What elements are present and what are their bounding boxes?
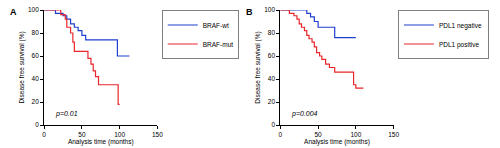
svg-text:BRAF-wt: BRAF-wt — [203, 22, 229, 29]
svg-text:60: 60 — [32, 52, 40, 59]
svg-text:PDL1 negative: PDL1 negative — [439, 22, 482, 30]
svg-text:100: 100 — [28, 6, 39, 13]
svg-text:BRAF-mut: BRAF-mut — [203, 41, 234, 48]
svg-text:20: 20 — [268, 98, 276, 105]
svg-text:80: 80 — [268, 29, 276, 36]
svg-text:100: 100 — [114, 131, 125, 138]
svg-text:100: 100 — [350, 131, 361, 138]
svg-text:0: 0 — [271, 121, 275, 128]
svg-text:50: 50 — [78, 131, 86, 138]
svg-text:Disease free survival (%): Disease free survival (%) — [254, 31, 262, 103]
svg-text:p=0.01: p=0.01 — [55, 110, 78, 118]
svg-text:100: 100 — [264, 6, 275, 13]
svg-text:0: 0 — [35, 121, 39, 128]
svg-text:Analysis time (months): Analysis time (months) — [68, 138, 134, 146]
svg-text:150: 150 — [388, 131, 399, 138]
svg-text:80: 80 — [32, 29, 40, 36]
svg-text:0: 0 — [42, 131, 46, 138]
svg-text:60: 60 — [268, 52, 276, 59]
svg-text:20: 20 — [32, 98, 40, 105]
svg-text:B: B — [246, 7, 253, 17]
svg-text:p=0.004: p=0.004 — [291, 110, 318, 118]
svg-text:A: A — [10, 7, 17, 17]
svg-text:150: 150 — [152, 131, 163, 138]
svg-text:Analysis time (months): Analysis time (months) — [304, 138, 370, 146]
svg-text:PDL1 positive: PDL1 positive — [439, 41, 479, 49]
svg-text:Disease free survival (%): Disease free survival (%) — [18, 31, 26, 103]
svg-text:40: 40 — [32, 75, 40, 82]
svg-text:40: 40 — [268, 75, 276, 82]
svg-text:0: 0 — [279, 131, 283, 138]
svg-text:50: 50 — [314, 131, 322, 138]
